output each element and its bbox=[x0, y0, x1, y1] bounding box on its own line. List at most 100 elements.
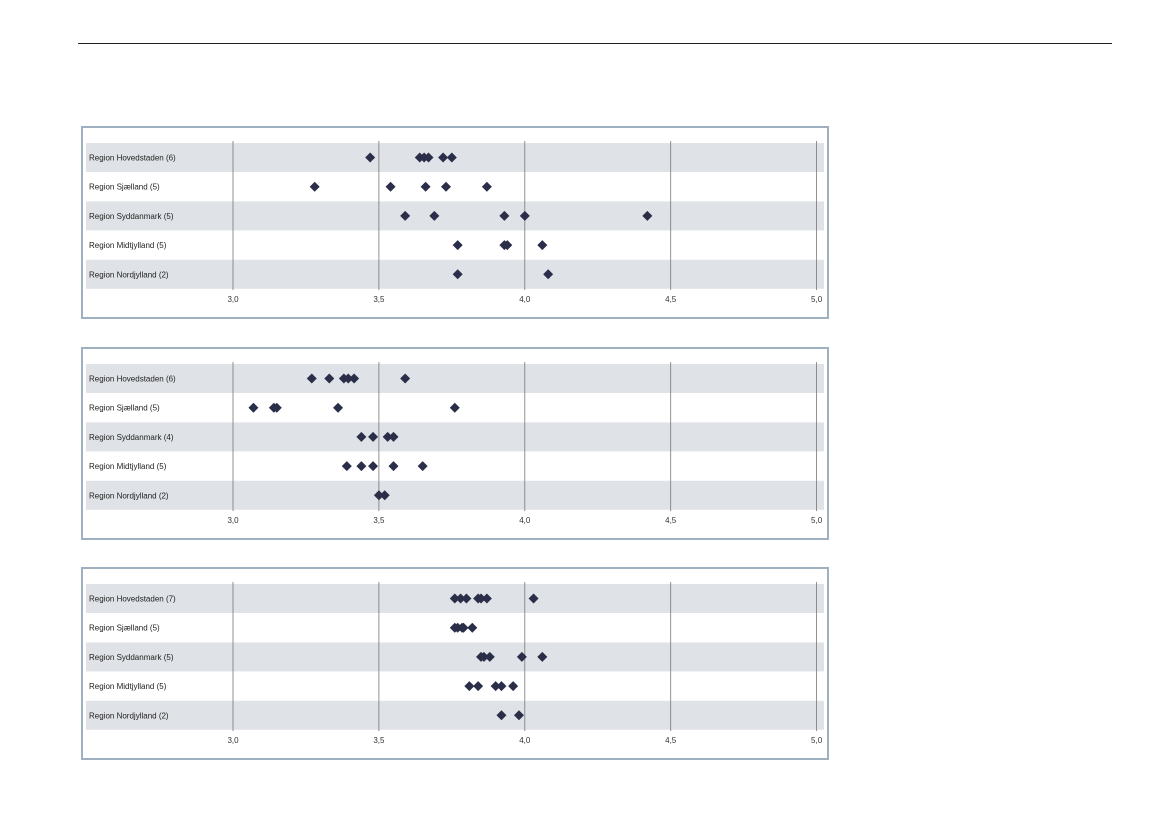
row-band bbox=[86, 201, 824, 231]
x-tick-label: 4,5 bbox=[665, 736, 677, 745]
category-label: Region Sjælland (5) bbox=[89, 404, 160, 413]
x-tick-label: 4,0 bbox=[519, 295, 531, 304]
chart-panel-1: Region Hovedstaden (6) Region Sjælland (5… bbox=[81, 126, 829, 319]
category-label: Region Midtjylland (5) bbox=[89, 241, 167, 250]
data-point bbox=[382, 431, 393, 442]
chart-svg: Region Hovedstaden (7) Region Sjælland (5… bbox=[86, 582, 824, 745]
data-point bbox=[519, 210, 530, 221]
data-point bbox=[458, 622, 469, 633]
chart-svg: Region Hovedstaden (6) Region Sjælland (5… bbox=[86, 362, 824, 525]
chart-svg: Region Hovedstaden (6) Region Sjælland (5… bbox=[86, 141, 824, 304]
data-point bbox=[385, 181, 396, 192]
data-point bbox=[438, 152, 449, 163]
data-point bbox=[473, 681, 484, 692]
category-label: Region Syddanmark (4) bbox=[89, 433, 174, 442]
category-label: Region Hovedstaden (7) bbox=[89, 595, 176, 604]
data-point bbox=[400, 210, 411, 221]
row-band bbox=[86, 700, 824, 730]
data-point bbox=[271, 402, 282, 413]
category-label: Region Midtjylland (5) bbox=[89, 682, 167, 691]
category-label: Region Midtjylland (5) bbox=[89, 462, 167, 471]
row-band bbox=[86, 422, 824, 452]
row-band bbox=[86, 480, 824, 510]
data-point bbox=[464, 681, 475, 692]
data-point bbox=[368, 431, 379, 442]
data-point bbox=[446, 152, 457, 163]
data-point bbox=[324, 373, 335, 384]
data-point bbox=[537, 240, 548, 251]
data-point bbox=[452, 269, 463, 280]
data-point bbox=[481, 181, 492, 192]
data-point bbox=[513, 710, 524, 721]
category-label: Region Nordjylland (2) bbox=[89, 491, 169, 500]
top-rule bbox=[78, 43, 1112, 44]
data-point bbox=[642, 210, 653, 221]
x-tick-label: 4,5 bbox=[665, 295, 677, 304]
category-label: Region Hovedstaden (6) bbox=[89, 375, 176, 384]
chart-panel-3: Region Hovedstaden (7) Region Sjælland (5… bbox=[81, 567, 829, 760]
data-point bbox=[499, 210, 510, 221]
category-label: Region Nordjylland (2) bbox=[89, 711, 169, 720]
data-point bbox=[306, 373, 317, 384]
category-label: Region Syddanmark (5) bbox=[89, 212, 174, 221]
x-tick-label: 4,0 bbox=[519, 516, 531, 525]
data-point bbox=[420, 181, 431, 192]
data-point bbox=[449, 402, 460, 413]
data-point bbox=[343, 373, 354, 384]
x-tick-label: 3,0 bbox=[227, 516, 239, 525]
x-tick-label: 5,0 bbox=[811, 736, 823, 745]
data-point bbox=[349, 373, 360, 384]
data-point bbox=[484, 651, 495, 662]
data-point bbox=[388, 431, 399, 442]
x-tick-label: 4,5 bbox=[665, 516, 677, 525]
data-point bbox=[496, 681, 507, 692]
data-point bbox=[429, 210, 440, 221]
x-tick-label: 3,0 bbox=[227, 736, 239, 745]
data-point bbox=[356, 431, 367, 442]
data-point bbox=[449, 593, 460, 604]
category-label: Region Syddanmark (5) bbox=[89, 653, 174, 662]
data-point bbox=[452, 240, 463, 251]
data-point bbox=[461, 593, 472, 604]
data-point bbox=[373, 490, 384, 501]
row-band bbox=[86, 642, 824, 672]
x-tick-label: 5,0 bbox=[811, 295, 823, 304]
data-point bbox=[400, 373, 411, 384]
data-point bbox=[333, 402, 344, 413]
x-tick-label: 5,0 bbox=[811, 516, 823, 525]
data-point bbox=[476, 593, 487, 604]
data-point bbox=[502, 240, 513, 251]
chart-panel-2: Region Hovedstaden (6) Region Sjælland (5… bbox=[81, 347, 829, 540]
data-point bbox=[365, 152, 376, 163]
data-point bbox=[467, 622, 478, 633]
data-point bbox=[379, 490, 390, 501]
category-label: Region Hovedstaden (6) bbox=[89, 154, 176, 163]
data-point bbox=[417, 461, 428, 472]
data-point bbox=[490, 681, 501, 692]
x-tick-label: 3,5 bbox=[373, 736, 385, 745]
data-point bbox=[341, 461, 352, 472]
x-tick-label: 4,0 bbox=[519, 736, 531, 745]
data-point bbox=[528, 593, 539, 604]
data-point bbox=[543, 269, 554, 280]
x-tick-label: 3,5 bbox=[373, 295, 385, 304]
data-point bbox=[508, 681, 519, 692]
data-point bbox=[441, 181, 452, 192]
x-tick-label: 3,0 bbox=[227, 295, 239, 304]
data-point bbox=[309, 181, 320, 192]
data-point bbox=[478, 651, 489, 662]
data-point bbox=[423, 152, 434, 163]
data-point bbox=[481, 593, 492, 604]
row-band bbox=[86, 364, 824, 393]
data-point bbox=[388, 461, 399, 472]
data-point bbox=[368, 461, 379, 472]
category-label: Region Nordjylland (2) bbox=[89, 270, 169, 279]
data-point bbox=[248, 402, 259, 413]
data-point bbox=[537, 651, 548, 662]
data-point bbox=[455, 593, 466, 604]
data-point bbox=[516, 651, 527, 662]
data-point bbox=[356, 461, 367, 472]
x-tick-label: 3,5 bbox=[373, 516, 385, 525]
category-label: Region Sjælland (5) bbox=[89, 624, 160, 633]
data-point bbox=[496, 710, 507, 721]
